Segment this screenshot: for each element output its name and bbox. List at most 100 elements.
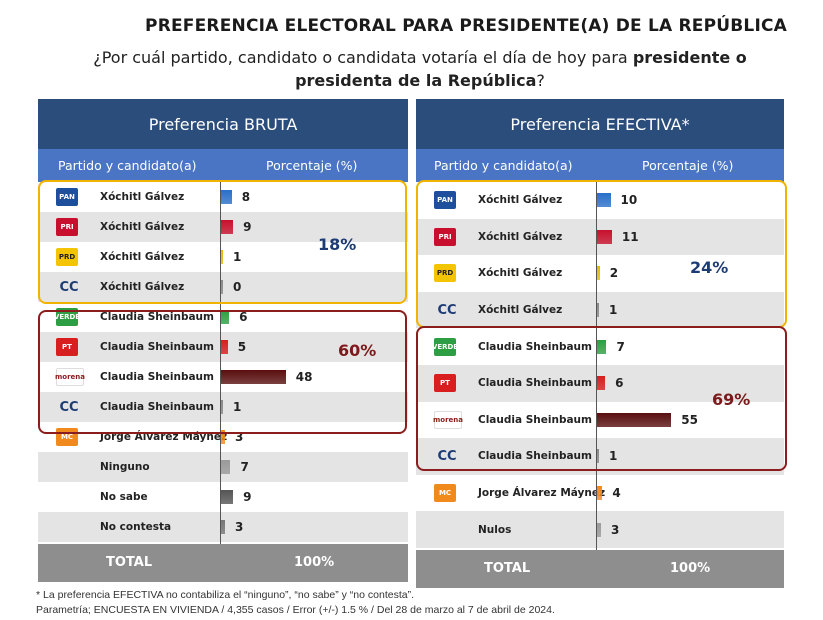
candidate-name: Xóchitl Gálvez [478,194,563,207]
bar [221,310,230,324]
candidate-name: Claudia Sheinbaum [100,401,214,413]
column-header-percent: Porcentaje (%) [266,158,358,173]
candidate-name: Claudia Sheinbaum [478,340,592,353]
bar [221,460,231,474]
bar [221,370,286,384]
total-row: TOTAL 100% [416,550,784,588]
panel-preferencia-efectiva: Preferencia EFECTIVA* Partido y candidato… [416,99,787,588]
bar [221,520,226,534]
candidate-name: No contesta [100,521,172,533]
table-row: Nulos 3 [416,511,784,548]
table-row: No contesta 3 [38,512,408,542]
bar-value-label: 9 [243,220,252,234]
bar [597,412,672,427]
table-row: VERDE Claudia Sheinbaum 6 [38,302,408,332]
group-percent-xochitl: 24% [690,258,729,277]
table-row: PRI Xóchitl Gálvez 9 [38,212,408,242]
party-logo-morena: morena [55,368,85,386]
candidate-name: Xóchitl Gálvez [478,230,563,243]
party-logo-verde: VERDE [54,308,80,326]
bar-value-label: 2 [609,266,619,281]
column-header-row: Partido y candidato(a) Porcentaje (%) [416,149,784,182]
bar-value-label: 10 [620,193,638,208]
bar-value-label: 55 [681,412,698,427]
party-logo-prd: PRD [56,248,78,266]
column-header-percent: Porcentaje (%) [642,158,734,173]
bar-value-label: 1 [609,449,618,464]
group-box-claudia [38,310,407,434]
party-logo-pan: PAN [56,188,78,206]
column-header-row: Partido y candidato(a) Porcentaje (%) [38,149,408,182]
party-logo-verde: VERDE [432,337,458,356]
table-row: VERDE Claudia Sheinbaum 7 [416,328,784,365]
table-row: PRD Xóchitl Gálvez 2 [416,255,784,292]
party-logo-cc: CC [437,448,457,464]
candidate-name: Ninguno [100,461,150,473]
survey-question: ¿Por cuál partido, candidato o candidata… [60,46,780,92]
table-row: CC Xóchitl Gálvez 1 [416,291,784,329]
candidate-name: Claudia Sheinbaum [478,450,592,463]
total-value: 100% [294,555,335,570]
table-row: PT Claudia Sheinbaum 6 [416,365,784,402]
group-percent-claudia: 60% [338,341,377,360]
column-header-party: Partido y candidato(a) [434,158,573,173]
total-label: TOTAL [106,555,153,570]
panel-preferencia-bruta: Preferencia BRUTA Partido y candidato(a) P… [38,99,408,583]
footnote-efectiva: * La preferencia EFECTIVA no contabiliza… [36,589,415,601]
total-label: TOTAL [484,561,531,576]
bar-value-label: 6 [239,310,248,324]
bar-value-label: 7 [240,460,249,474]
bar [597,229,612,244]
bar-value-label: 3 [235,430,244,444]
party-logo-mc: MC [434,484,456,503]
candidate-name: Nulos [478,523,512,536]
candidate-name: No sabe [100,491,148,503]
bar-value-label: 6 [615,376,624,391]
column-divider [220,182,221,580]
party-logo-pri: PRI [434,227,456,246]
candidate-name: Claudia Sheinbaum [100,311,214,323]
bar-value-label: 48 [295,370,313,384]
bar-value-label: 0 [233,280,242,294]
bar [597,339,607,354]
table-row: CC Xóchitl Gálvez 0 [38,272,408,302]
party-logo-pan: PAN [434,191,456,210]
footnote-source: Parametría; ENCUESTA EN VIVIENDA / 4,355… [36,604,555,616]
table-row: PRD Xóchitl Gálvez 1 [38,242,408,272]
bar [597,449,599,464]
bar-value-label: 3 [235,520,244,534]
bar [221,280,223,294]
bar-value-label: 3 [611,522,620,537]
table-row: PRI Xóchitl Gálvez 11 [416,218,784,256]
party-logo-morena: morena [433,410,463,429]
party-logo-cc: CC [59,279,79,295]
page-title: PREFERENCIA ELECTORAL PARA PRESIDENTE(A)… [145,16,787,36]
total-row: TOTAL 100% [38,544,408,582]
bar [221,400,223,414]
candidate-name: Xóchitl Gálvez [100,221,185,233]
candidate-name: Xóchitl Gálvez [100,281,185,293]
bar [221,490,234,504]
question-end: ? [536,71,545,90]
bar-value-label: 1 [233,400,242,414]
bar-value-label: 4 [612,486,621,501]
candidate-name: Xóchitl Gálvez [100,191,185,203]
candidate-name: Jorge Álvarez Máynez [478,487,606,500]
column-header-party: Partido y candidato(a) [58,158,197,173]
bar-value-label: 1 [233,250,242,264]
bar-value-label: 7 [616,339,625,354]
bar-value-label: 5 [237,340,247,354]
bar-value-label: 11 [621,229,639,244]
group-percent-claudia: 69% [712,390,751,409]
bar [597,303,599,318]
table-row: Ninguno 7 [38,452,408,482]
table-row: No sabe 9 [38,482,408,512]
group-box-xochitl [38,180,407,304]
bar [597,266,600,281]
group-box-claudia [416,326,787,471]
table-row: CC Claudia Sheinbaum 1 [416,438,784,475]
question-bold-text: presidente o presidenta de la República [295,48,747,90]
bar [597,486,603,501]
party-logo-prd: PRD [434,264,456,283]
bar [221,250,223,264]
